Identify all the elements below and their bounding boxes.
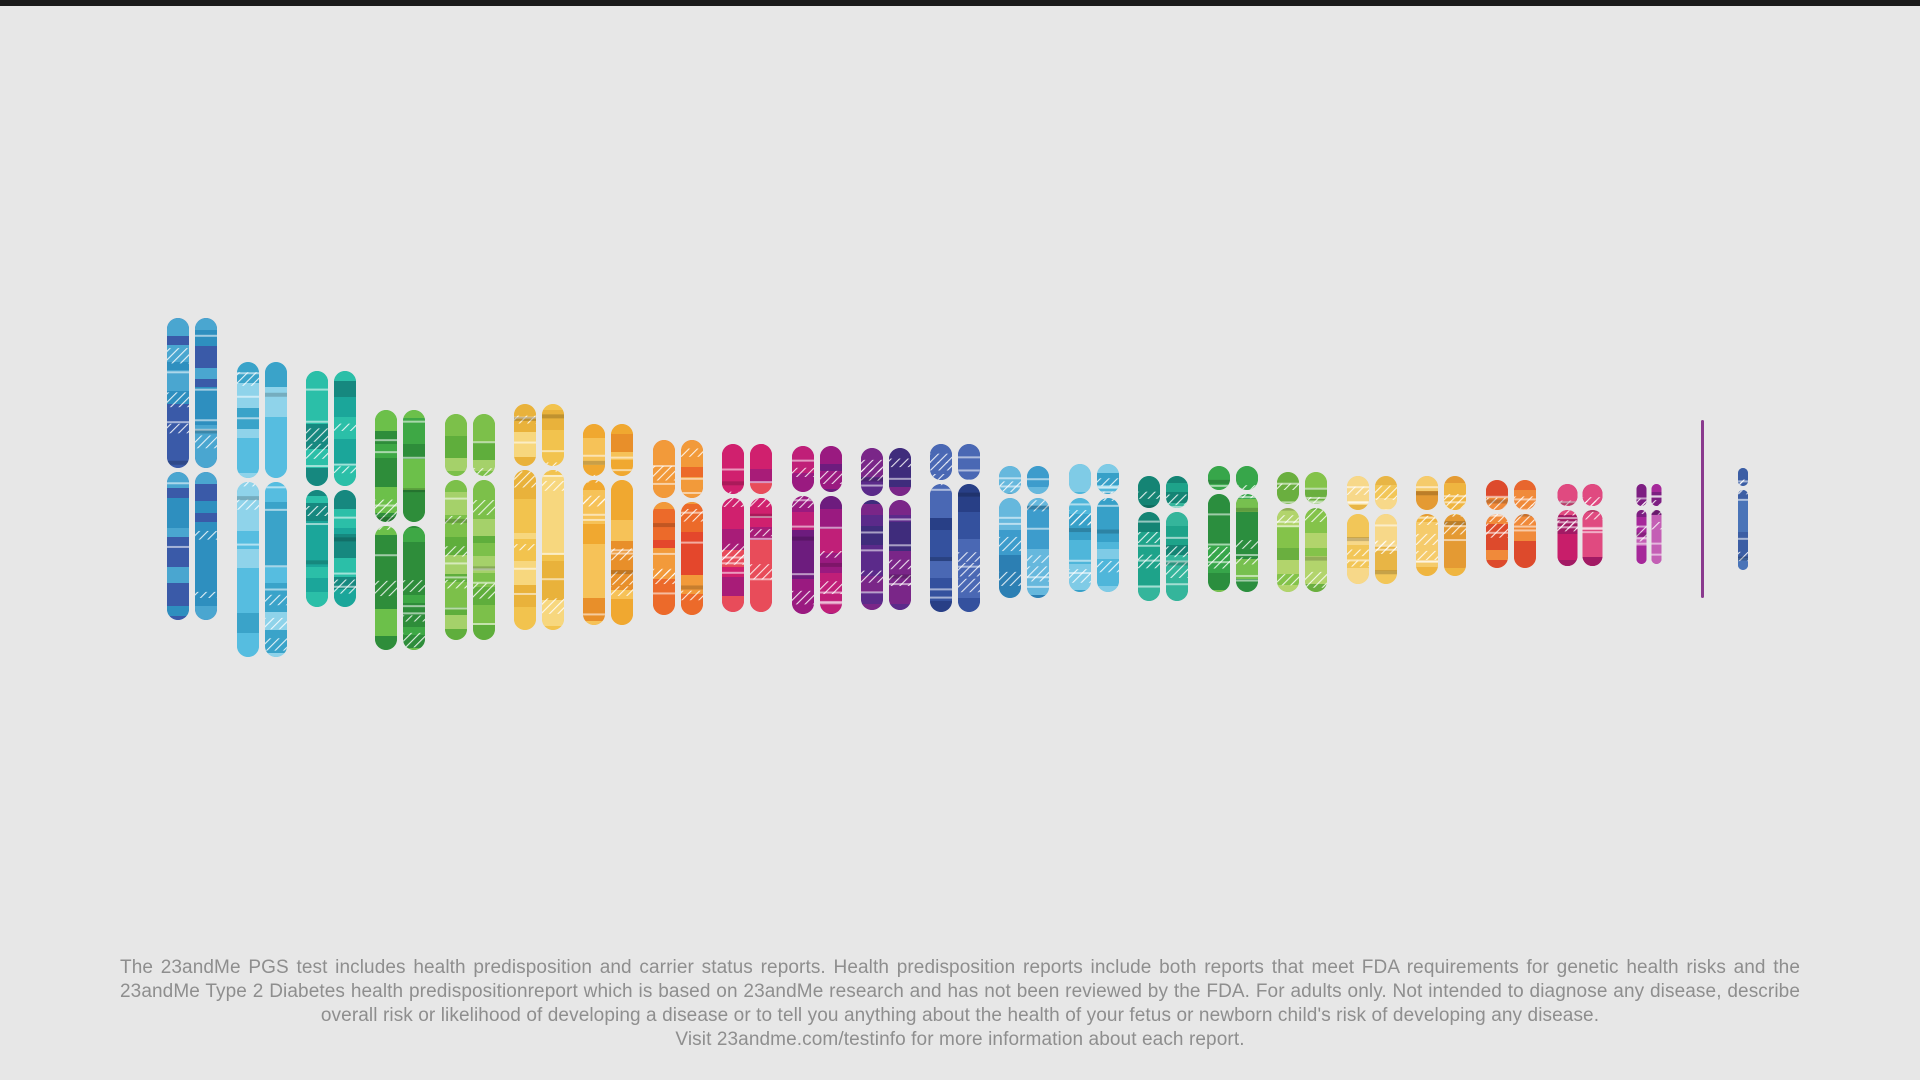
disclaimer-text: The 23andMe PGS test includes health pre… [120,957,1800,1026]
chromosome-6-left-chromatid [514,404,536,630]
chromosome-8-right-chromatid [681,440,703,615]
chromosome-10-right-chromatid [820,446,842,614]
chromosome-18-right-chromatid [1375,476,1397,584]
chromosome-16-left-chromatid [1208,466,1230,592]
chromosome-2-left-chromatid [237,362,259,657]
chromosome-1-right-chromatid [195,318,217,620]
chromosome-20-left-chromatid [1486,480,1508,568]
chromosome-3-left-chromatid [306,371,328,607]
legal-disclaimer: The 23andMe PGS test includes health pre… [120,956,1800,1052]
chromosome-13-right-chromatid [1027,466,1049,598]
chromosome-x [1701,420,1704,598]
chromosome-7-left-chromatid [583,424,605,625]
chromosome-19-right-chromatid [1444,476,1466,576]
chromosome-6-right-chromatid [542,404,564,630]
chromosome-4-left-chromatid [375,410,397,650]
chromosome-11-left-chromatid [861,448,883,610]
chromosome-12-right-chromatid [958,444,980,612]
chromosome-14-left-chromatid [1069,464,1091,592]
chromosome-7-right-chromatid [611,424,633,625]
chromosome-11-right-chromatid [889,448,911,610]
chromosome-15-left-chromatid [1138,476,1160,601]
chromosome-13-left-chromatid [999,466,1021,598]
chromosome-22-left-chromatid [1636,484,1647,564]
chromosome-21-left-chromatid [1557,484,1578,566]
chromosome-2-right-chromatid [265,362,287,657]
chromosome-3-right-chromatid [334,371,356,607]
chromosome-17-right-chromatid [1305,472,1327,592]
chromosome-14-right-chromatid [1097,464,1119,592]
chromosome-17-left-chromatid [1277,472,1299,592]
chromosome-16-right-chromatid [1236,466,1258,592]
chromosome-15-right-chromatid [1166,476,1188,601]
chromosome-19-left-chromatid [1416,476,1438,576]
chromosome-4-right-chromatid [403,410,425,650]
chromosome-18-left-chromatid [1347,476,1369,584]
chromosome-10-left-chromatid [792,446,814,614]
chromosome-20-right-chromatid [1514,480,1536,568]
disclaimer-visit-line: Visit 23andme.com/testinfo for more info… [675,1029,1245,1050]
chromosome-9-right-chromatid [750,444,772,612]
chromosome-8-left-chromatid [653,440,675,615]
chromosome-9-left-chromatid [722,444,744,612]
letterbox-bar [0,0,1920,6]
chromosome-5-left-chromatid [445,414,467,640]
chromosome-1-left-chromatid [167,318,189,620]
chromosome-5-right-chromatid [473,414,495,640]
chromosome-21-right-chromatid [1582,484,1603,566]
chromosome-12-left-chromatid [930,444,952,612]
chromosome-22-right-chromatid [1651,484,1662,564]
chromosome-y [1738,468,1748,570]
